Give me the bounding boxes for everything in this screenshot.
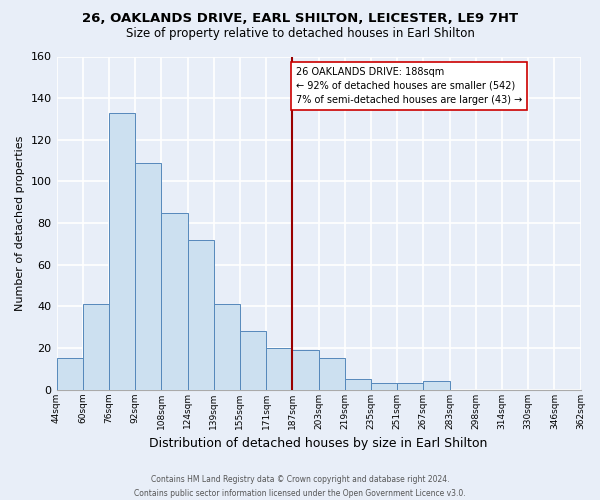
- Bar: [266, 348, 292, 390]
- Bar: [214, 304, 240, 390]
- Bar: [397, 384, 424, 390]
- Bar: [319, 358, 345, 390]
- Bar: [161, 212, 188, 390]
- Text: 26 OAKLANDS DRIVE: 188sqm
← 92% of detached houses are smaller (542)
7% of semi-: 26 OAKLANDS DRIVE: 188sqm ← 92% of detac…: [296, 67, 523, 105]
- X-axis label: Distribution of detached houses by size in Earl Shilton: Distribution of detached houses by size …: [149, 437, 488, 450]
- Text: Size of property relative to detached houses in Earl Shilton: Size of property relative to detached ho…: [125, 28, 475, 40]
- Bar: [345, 379, 371, 390]
- Bar: [109, 112, 135, 390]
- Bar: [424, 381, 449, 390]
- Text: Contains HM Land Registry data © Crown copyright and database right 2024.
Contai: Contains HM Land Registry data © Crown c…: [134, 476, 466, 498]
- Text: 26, OAKLANDS DRIVE, EARL SHILTON, LEICESTER, LE9 7HT: 26, OAKLANDS DRIVE, EARL SHILTON, LEICES…: [82, 12, 518, 26]
- Bar: [240, 331, 266, 390]
- Bar: [188, 240, 214, 390]
- Bar: [135, 162, 161, 390]
- Bar: [292, 350, 319, 390]
- Bar: [56, 358, 83, 390]
- Bar: [371, 384, 397, 390]
- Y-axis label: Number of detached properties: Number of detached properties: [15, 136, 25, 310]
- Bar: [83, 304, 109, 390]
